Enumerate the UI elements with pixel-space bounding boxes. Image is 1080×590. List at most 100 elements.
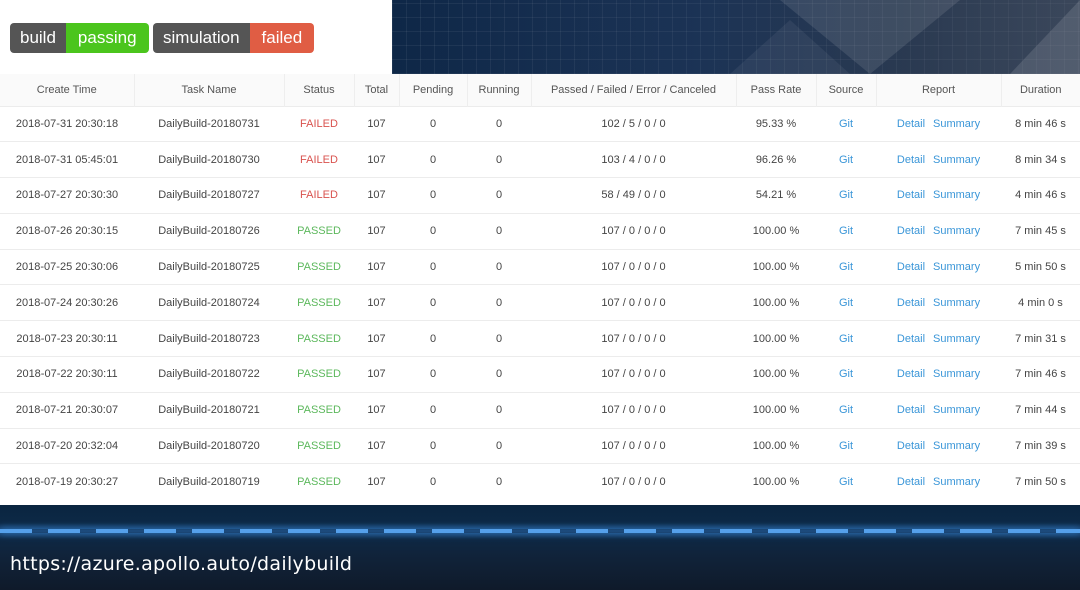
column-header-pass-rate[interactable]: Pass Rate: [736, 74, 817, 106]
report-summary-link[interactable]: Summary: [933, 368, 981, 381]
cell-source: Git: [816, 464, 876, 500]
daily-build-table: Create Time Task Name Status Total Pendi…: [0, 74, 1080, 500]
report-detail-link[interactable]: Detail: [896, 261, 926, 274]
report-detail-link[interactable]: Detail: [896, 440, 926, 453]
simulation-status-badge[interactable]: simulation failed: [153, 23, 315, 53]
cell-task-name: DailyBuild-20180731: [158, 117, 260, 130]
report-summary-link[interactable]: Summary: [933, 153, 981, 166]
column-header-task-name[interactable]: Task Name: [134, 74, 285, 106]
source-git-link[interactable]: Git: [838, 440, 854, 453]
cell-pending: 0: [429, 368, 437, 381]
source-git-link[interactable]: Git: [838, 261, 854, 274]
source-git-link[interactable]: Git: [838, 332, 854, 345]
cell-pass-rate: 100.00 %: [752, 225, 800, 238]
status-badge: PASSED: [297, 368, 341, 381]
table-row: 2018-07-27 20:30:30 DailyBuild-20180727 FA…: [0, 177, 1080, 214]
column-header-source[interactable]: Source: [816, 74, 877, 106]
cell-task-name: DailyBuild-20180720: [158, 440, 260, 453]
build-badge-value: passing: [65, 23, 149, 53]
cell-total: 107: [367, 225, 386, 238]
status-badge: PASSED: [297, 404, 341, 417]
status-badge: FAILED: [300, 189, 338, 202]
cell-pass-rate: 100.00 %: [752, 476, 800, 489]
report-summary-link[interactable]: Summary: [933, 404, 981, 417]
report-detail-link[interactable]: Detail: [896, 189, 926, 202]
cell-task-name: DailyBuild-20180725: [158, 261, 260, 274]
report-summary-link[interactable]: Summary: [933, 225, 981, 238]
build-status-badge[interactable]: build passing: [10, 23, 149, 53]
status-badge: PASSED: [297, 261, 341, 274]
cell-pass-rate: 100.00 %: [752, 368, 800, 381]
report-summary-link[interactable]: Summary: [933, 189, 981, 202]
cell-results: 107 / 0 / 0 / 0: [601, 225, 666, 238]
report-detail-link[interactable]: Detail: [896, 153, 926, 166]
cell-running: 0: [495, 153, 503, 166]
status-badge: FAILED: [300, 153, 338, 166]
report-summary-link[interactable]: Summary: [933, 117, 981, 130]
table-row: 2018-07-19 20:30:27 DailyBuild-20180719 PA…: [0, 463, 1080, 500]
report-summary-link[interactable]: Summary: [933, 440, 981, 453]
column-header-total[interactable]: Total: [354, 74, 400, 106]
cell-source: Git: [816, 392, 876, 428]
source-git-link[interactable]: Git: [838, 296, 854, 309]
column-header-status[interactable]: Status: [284, 74, 355, 106]
cell-create-time: 2018-07-27 20:30:30: [15, 189, 119, 202]
column-header-create-time[interactable]: Create Time: [0, 74, 135, 106]
column-header-pending[interactable]: Pending: [399, 74, 468, 106]
report-detail-link[interactable]: Detail: [896, 476, 926, 489]
report-detail-link[interactable]: Detail: [896, 225, 926, 238]
cell-pass-rate: 100.00 %: [752, 261, 800, 274]
banner-decoration: [1010, 0, 1080, 74]
column-header-duration[interactable]: Duration: [1019, 83, 1062, 96]
cell-running: 0: [495, 225, 503, 238]
cell-create-time: 2018-07-31 20:30:18: [15, 117, 119, 130]
column-header-running[interactable]: Running: [467, 74, 532, 106]
cell-source: Git: [816, 428, 876, 464]
cell-running: 0: [495, 368, 503, 381]
status-badge: PASSED: [297, 225, 341, 238]
cell-results: 107 / 0 / 0 / 0: [601, 332, 666, 345]
source-git-link[interactable]: Git: [838, 368, 854, 381]
status-badge: PASSED: [297, 440, 341, 453]
report-summary-link[interactable]: Summary: [933, 332, 981, 345]
source-git-link[interactable]: Git: [838, 153, 854, 166]
report-detail-link[interactable]: Detail: [896, 368, 926, 381]
cell-pass-rate: 100.00 %: [752, 296, 800, 309]
cell-results: 107 / 0 / 0 / 0: [601, 476, 666, 489]
cell-pending: 0: [429, 189, 437, 202]
report-summary-link[interactable]: Summary: [933, 261, 981, 274]
footer-dashed-line: [0, 529, 1080, 533]
cell-create-time: 2018-07-26 20:30:15: [15, 225, 119, 238]
cell-duration: 4 min 46 s: [1015, 189, 1066, 202]
cell-report: Detail Summary: [876, 285, 1001, 321]
cell-task-name: DailyBuild-20180726: [158, 225, 260, 238]
cell-running: 0: [495, 189, 503, 202]
cell-create-time: 2018-07-19 20:30:27: [15, 476, 119, 489]
source-git-link[interactable]: Git: [838, 225, 854, 238]
cell-running: 0: [495, 332, 503, 345]
cell-task-name: DailyBuild-20180721: [158, 404, 260, 417]
source-git-link[interactable]: Git: [838, 404, 854, 417]
table-row: 2018-07-21 20:30:07 DailyBuild-20180721 PA…: [0, 392, 1080, 428]
column-header-results[interactable]: Passed / Failed / Error / Canceled: [531, 74, 737, 106]
source-git-link[interactable]: Git: [838, 189, 854, 202]
report-detail-link[interactable]: Detail: [896, 296, 926, 309]
report-detail-link[interactable]: Detail: [896, 117, 926, 130]
report-summary-link[interactable]: Summary: [933, 476, 981, 489]
report-detail-link[interactable]: Detail: [896, 332, 926, 345]
cell-task-name: DailyBuild-20180723: [158, 332, 260, 345]
report-detail-link[interactable]: Detail: [896, 404, 926, 417]
banner-decoration: [780, 0, 960, 74]
cell-total: 107: [367, 117, 386, 130]
source-git-link[interactable]: Git: [838, 476, 854, 489]
cell-duration: 7 min 46 s: [1015, 368, 1066, 381]
report-summary-link[interactable]: Summary: [933, 296, 981, 309]
table-row: 2018-07-23 20:30:11 DailyBuild-20180723 PA…: [0, 320, 1080, 357]
cell-total: 107: [367, 189, 386, 202]
cell-report: Detail Summary: [876, 106, 1001, 142]
column-header-report[interactable]: Report: [876, 74, 1002, 106]
source-git-link[interactable]: Git: [838, 117, 854, 130]
cell-duration: 7 min 44 s: [1015, 404, 1066, 417]
cell-results: 107 / 0 / 0 / 0: [601, 261, 666, 274]
cell-source: Git: [816, 357, 876, 393]
